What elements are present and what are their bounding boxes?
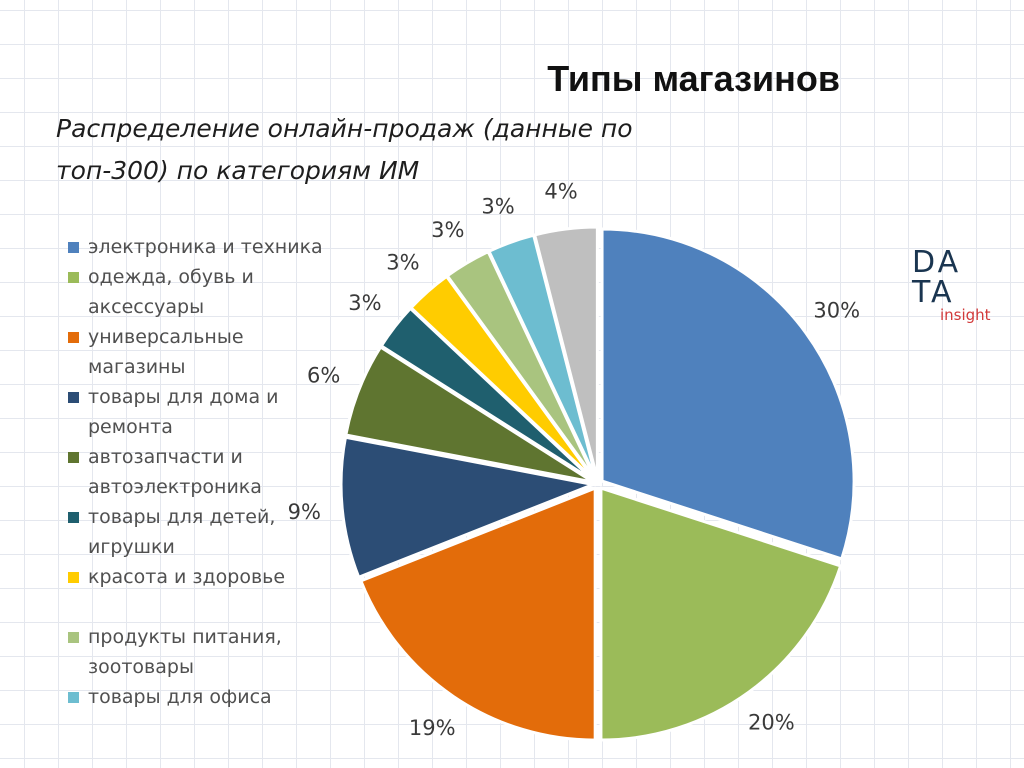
legend-item: красота и здоровье (68, 562, 328, 592)
slice-value-label: 3% (481, 194, 514, 218)
legend-swatch (68, 572, 79, 583)
legend-item: продукты питания, зоотовары (68, 622, 328, 682)
legend-item: электроника и техника (68, 232, 328, 262)
legend-label: электроника и техника (88, 236, 323, 258)
slice-value-label: 3% (348, 291, 381, 315)
legend-item: универсальные магазины (68, 322, 328, 382)
legend-label: товары для детей, игрушки (88, 506, 276, 558)
legend-swatch (68, 512, 79, 523)
legend-label: товары для офиса (88, 686, 272, 708)
legend-label: автозапчасти и автоэлектроника (88, 446, 262, 498)
slice-value-label: 30% (813, 299, 860, 323)
pie-slice (599, 486, 843, 742)
chart-legend: электроника и техника одежда, обувь и акс… (68, 232, 328, 712)
legend-swatch (68, 632, 79, 643)
page-title: Типы магазинов (547, 58, 840, 99)
pie-slice (359, 486, 597, 742)
slice-value-label: 9% (288, 500, 321, 524)
legend-swatch (68, 392, 79, 403)
legend-swatch (68, 332, 79, 343)
slice-value-label: 19% (409, 716, 456, 740)
legend-item: автозапчасти и автоэлектроника (68, 442, 328, 502)
legend-label: продукты питания, зоотовары (88, 626, 282, 678)
legend-item: товары для дома и ремонта (68, 382, 328, 442)
legend-swatch (68, 692, 79, 703)
slice-value-label: 3% (386, 251, 419, 275)
logo-subtext: insight (940, 306, 991, 324)
slice-value-label: 3% (431, 218, 464, 242)
legend-label: универсальные магазины (88, 326, 244, 378)
legend-item: одежда, обувь и аксессуары (68, 262, 328, 322)
slice-value-label: 20% (748, 711, 795, 735)
legend-item: товары для офиса (68, 682, 328, 712)
slice-value-label: 6% (307, 363, 340, 387)
pie-slice (600, 227, 856, 561)
legend-swatch (68, 242, 79, 253)
legend-label: товары для дома и ремонта (88, 386, 279, 438)
pie-slice (344, 345, 595, 484)
page-subtitle: Распределение онлайн-продаж (данные по т… (56, 114, 633, 185)
datainsight-logo: DA TA insight (912, 245, 1022, 325)
pie-slice (339, 435, 595, 579)
legend-label: красота и здоровье (88, 566, 286, 588)
legend-label: одежда, обувь и аксессуары (88, 266, 254, 318)
slice-value-label: 4% (544, 179, 577, 203)
logo-text-row-2: TA (912, 275, 955, 310)
pie-slice (533, 225, 599, 481)
legend-swatch (68, 272, 79, 283)
legend-swatch (68, 452, 79, 463)
legend-item: товары для детей, игрушки (68, 502, 328, 562)
logo-text-row-1: DA (912, 245, 962, 280)
